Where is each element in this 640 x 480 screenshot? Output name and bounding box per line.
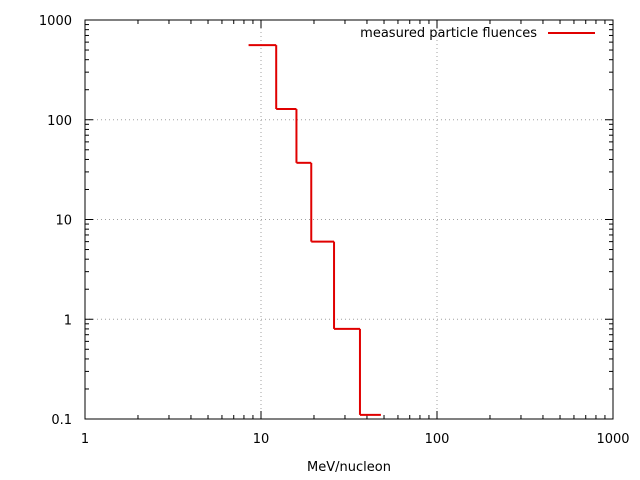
y-tick-labels: 0.1 1 10 100 1000 — [39, 14, 72, 428]
series-measured-particle-fluences — [248, 44, 381, 416]
legend: measured particle fluences — [360, 26, 595, 41]
x-tick-label: 100 — [425, 432, 450, 447]
y-tick-label: 0.1 — [51, 413, 72, 428]
y-tick-label: 10 — [55, 214, 72, 229]
y-tick-label: 1 — [64, 313, 72, 328]
x-tick-label: 10 — [253, 432, 270, 447]
series-layer — [248, 44, 381, 416]
y-tick-label: 100 — [47, 114, 72, 129]
x-tick-labels: 1 10 100 1000 — [81, 432, 630, 447]
legend-label: measured particle fluences — [360, 26, 537, 41]
x-tick-label: 1000 — [596, 432, 629, 447]
minor-ticks — [85, 20, 613, 419]
x-axis-label: MeV/nucleon — [307, 460, 391, 475]
y-tick-label: 1000 — [39, 14, 72, 29]
plot-frame — [84, 19, 614, 420]
grid-lines — [85, 20, 613, 419]
x-tick-label: 1 — [81, 432, 89, 447]
